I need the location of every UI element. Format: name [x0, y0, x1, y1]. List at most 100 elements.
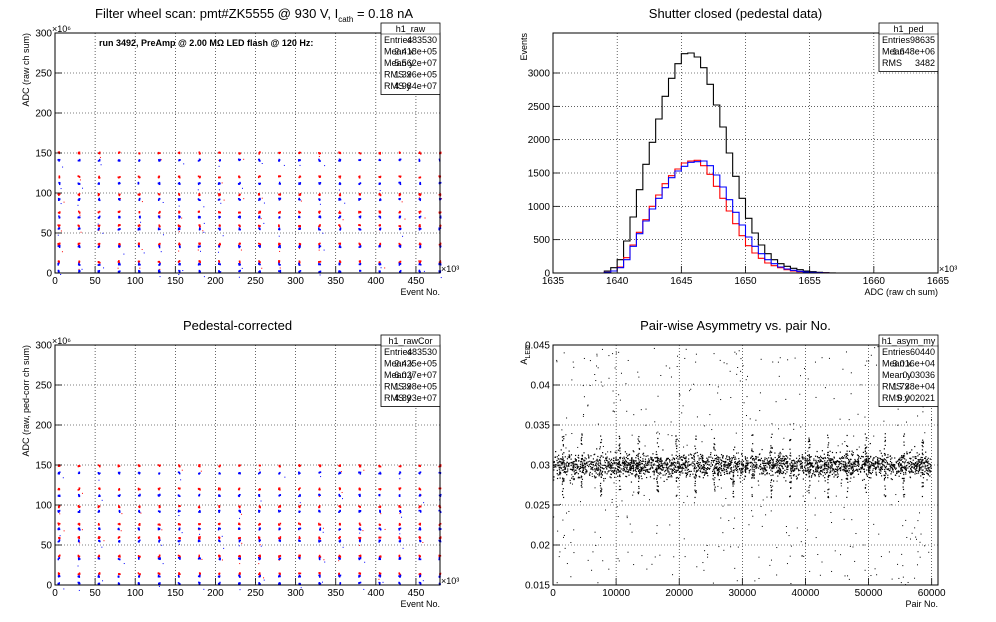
data-point [298, 160, 300, 162]
data-point [920, 471, 922, 474]
data-point [218, 194, 220, 197]
data-point [563, 471, 565, 473]
data-point [572, 469, 574, 472]
data-point [865, 473, 868, 475]
data-point [563, 459, 565, 462]
data-point [438, 271, 441, 273]
data-point [338, 183, 341, 185]
data-point [299, 270, 302, 272]
data-point [554, 465, 556, 468]
data-point [279, 270, 281, 273]
data-point [578, 468, 581, 470]
data-point [685, 467, 687, 469]
data-point [99, 540, 101, 543]
data-point [318, 524, 320, 526]
data-point [909, 457, 911, 459]
data-point [852, 454, 854, 456]
data-point [259, 572, 261, 574]
data-point [258, 536, 261, 539]
data-point [79, 529, 81, 531]
data-point [278, 523, 280, 525]
data-point [279, 212, 281, 214]
data-point [320, 476, 322, 478]
data-point [779, 460, 781, 462]
data-point [379, 528, 382, 530]
data-point [643, 455, 645, 457]
data-point [63, 588, 65, 590]
data-point [398, 159, 400, 161]
data-point [259, 182, 262, 185]
data-point [843, 457, 845, 459]
data-point [440, 151, 442, 154]
data-point [218, 262, 220, 265]
data-point [783, 458, 786, 460]
data-point [824, 462, 827, 464]
data-point [58, 582, 61, 584]
data-point [419, 199, 421, 202]
data-point [319, 224, 321, 226]
data-point [927, 464, 929, 467]
data-point [702, 477, 704, 479]
data-point [138, 271, 140, 273]
data-point [399, 175, 402, 178]
data-point [763, 467, 765, 469]
data-point [199, 250, 201, 252]
data-point [259, 556, 261, 558]
data-point [318, 227, 320, 230]
data-point [731, 458, 733, 460]
data-point [102, 580, 104, 582]
data-point [745, 467, 747, 470]
data-point [378, 464, 380, 467]
data-point [98, 505, 100, 508]
data-point [239, 557, 241, 560]
data-point [736, 466, 738, 468]
data-point [732, 469, 734, 471]
data-point [319, 228, 321, 231]
data-point [644, 458, 647, 460]
data-point [359, 581, 362, 584]
data-point [58, 572, 61, 575]
data-point [667, 476, 669, 478]
data-point [98, 210, 101, 213]
data-point [58, 506, 60, 509]
data-point [904, 467, 906, 470]
data-point [57, 523, 60, 525]
data-point [604, 460, 606, 462]
data-point [819, 467, 822, 469]
data-point [299, 151, 302, 154]
data-point [683, 454, 685, 456]
data-point [379, 211, 382, 214]
data-point [610, 451, 612, 453]
data-point [359, 536, 362, 539]
data-point [359, 216, 362, 219]
data-point [258, 575, 260, 578]
data-point [239, 528, 241, 530]
data-point [610, 460, 612, 462]
data-point [378, 581, 380, 584]
data-point [298, 572, 300, 575]
data-point [592, 463, 594, 466]
data-point [358, 558, 360, 561]
data-point [644, 469, 647, 471]
data-point [137, 487, 140, 490]
data-point [358, 263, 361, 266]
data-point [399, 478, 401, 480]
data-point [319, 576, 321, 578]
data-point [318, 537, 320, 540]
data-point [238, 557, 241, 560]
data-point [359, 193, 361, 196]
data-point [884, 461, 886, 464]
data-point [318, 555, 321, 558]
data-point [600, 470, 602, 472]
data-point [258, 175, 260, 178]
data-point [398, 473, 401, 475]
data-point [97, 523, 100, 525]
data-point [399, 576, 401, 578]
data-point [378, 575, 380, 577]
data-point [158, 246, 161, 249]
data-point [879, 457, 882, 460]
data-point [709, 467, 711, 470]
data-point [594, 469, 596, 471]
data-point [419, 262, 421, 265]
